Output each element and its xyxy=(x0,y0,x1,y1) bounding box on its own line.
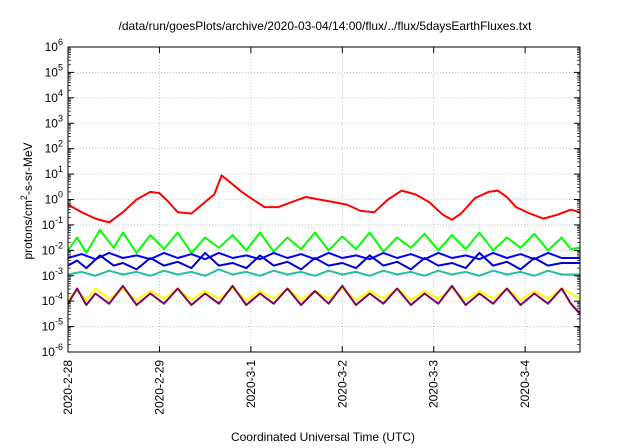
series-line-5 xyxy=(67,268,580,277)
x-tick-label: 2020-3-4 xyxy=(518,360,532,408)
series-line-4 xyxy=(67,251,580,271)
series-line-3 xyxy=(67,251,580,261)
y-tick-label-exponent: -6 xyxy=(55,342,63,352)
y-tick-label-base: 10 xyxy=(45,167,59,181)
y-tick-label: 106 xyxy=(45,37,63,54)
y-axis-title-superscript: 2 xyxy=(19,195,29,200)
y-tick-label-exponent: 1 xyxy=(58,164,63,174)
y-tick-label: 10-3 xyxy=(42,266,63,283)
y-tick-label: 10-2 xyxy=(42,240,63,257)
y-tick-label: 10-4 xyxy=(42,291,63,308)
y-tick-label-base: 10 xyxy=(42,320,56,334)
y-tick-label-exponent: -1 xyxy=(55,215,63,225)
y-tick-label-base: 10 xyxy=(42,218,56,232)
y-tick-label-base: 10 xyxy=(42,269,56,283)
x-tick-label: 2020-2-28 xyxy=(61,360,75,415)
y-tick-label: 103 xyxy=(45,113,63,130)
y-tick-label: 101 xyxy=(45,164,63,181)
y-tick-label-exponent: 6 xyxy=(58,37,63,47)
x-tick-label: 2020-2-29 xyxy=(152,360,166,415)
y-tick-label-base: 10 xyxy=(42,294,56,308)
y-tick-label-exponent: -4 xyxy=(55,291,63,301)
series-line-1 xyxy=(67,174,581,224)
y-tick-label: 10-1 xyxy=(42,215,63,232)
y-tick-label-base: 10 xyxy=(45,65,59,79)
y-tick-label-base: 10 xyxy=(42,345,56,359)
y-tick-label-base: 10 xyxy=(42,243,56,257)
y-tick-label-exponent: 4 xyxy=(58,88,63,98)
x-axis: 2020-2-28 2020-2-29 2020-3-1 2020-3-2 2020-3… xyxy=(61,47,532,415)
y-tick-label: 104 xyxy=(45,88,63,105)
y-tick-label: 10-5 xyxy=(42,317,63,334)
y-tick-label-exponent: 0 xyxy=(58,190,63,200)
y-tick-label-base: 10 xyxy=(45,116,59,130)
y-tick-label: 102 xyxy=(45,139,63,156)
y-tick-label-base: 10 xyxy=(45,193,59,207)
y-tick-label-exponent: -5 xyxy=(55,317,63,327)
y-tick-label: 100 xyxy=(45,190,63,207)
y-axis: 10-610-510-410-310-210-11001011021031041… xyxy=(42,37,580,359)
y-tick-label-exponent: -2 xyxy=(55,240,63,250)
y-tick-label: 105 xyxy=(45,62,63,79)
x-tick-label: 2020-3-1 xyxy=(244,360,258,408)
y-tick-label-exponent: 2 xyxy=(58,139,63,149)
y-tick-label: 10-6 xyxy=(42,342,63,359)
x-axis-title: Coordinated Universal Time (UTC) xyxy=(231,430,415,444)
y-tick-label-exponent: -3 xyxy=(55,266,63,276)
y-tick-label-base: 10 xyxy=(45,40,59,54)
series-lines xyxy=(67,174,581,315)
y-axis-title-base: protons/cm xyxy=(21,200,35,259)
x-tick-label: 2020-3-2 xyxy=(335,360,349,408)
y-axis-title-rest: -s-sr-MeV xyxy=(21,142,35,195)
y-axis-title: protons/cm2-s-sr-MeV xyxy=(19,142,35,259)
y-tick-label-base: 10 xyxy=(45,142,59,156)
y-tick-label-base: 10 xyxy=(45,91,59,105)
y-tick-label-exponent: 5 xyxy=(58,62,63,72)
x-tick-label: 2020-3-3 xyxy=(427,360,441,408)
chart-title: /data/run/goesPlots/archive/2020-03-04/1… xyxy=(119,19,533,33)
y-tick-label-exponent: 3 xyxy=(58,113,63,123)
series-line-7 xyxy=(67,284,581,315)
series-line-2 xyxy=(67,229,581,254)
